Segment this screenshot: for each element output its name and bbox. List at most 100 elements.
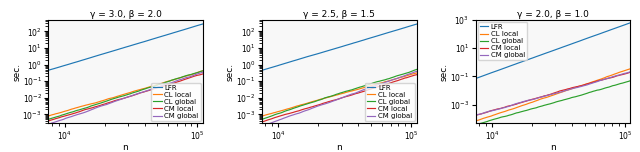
CL local xyxy=(609,74,616,76)
CL local xyxy=(564,89,572,91)
Y-axis label: sec.: sec. xyxy=(12,62,21,81)
CL global xyxy=(352,88,360,89)
CM global xyxy=(44,124,52,125)
CL local xyxy=(150,85,157,87)
CM global xyxy=(358,90,365,91)
Line: CL global: CL global xyxy=(48,71,203,119)
CL local xyxy=(395,77,403,79)
CL local xyxy=(577,85,585,86)
LFR xyxy=(395,28,403,30)
LFR xyxy=(564,44,572,46)
CL local xyxy=(472,120,479,122)
Line: CM global: CM global xyxy=(48,72,203,124)
CL global xyxy=(358,86,365,88)
Y-axis label: sec.: sec. xyxy=(440,62,449,81)
CM global xyxy=(144,90,152,91)
CL global xyxy=(413,69,420,70)
CM local xyxy=(150,88,157,90)
CL local xyxy=(358,87,365,89)
LFR xyxy=(472,78,479,79)
Line: LFR: LFR xyxy=(262,24,417,70)
CM local xyxy=(258,121,266,123)
CL local xyxy=(572,87,579,88)
Line: CL local: CL local xyxy=(48,71,203,116)
CM global xyxy=(627,71,634,73)
CL local xyxy=(138,88,146,90)
CL local xyxy=(566,88,573,90)
CM global xyxy=(150,87,157,89)
CM global xyxy=(138,91,146,93)
LFR xyxy=(577,40,585,41)
CM local xyxy=(136,92,144,94)
CM global xyxy=(364,87,371,89)
CL local xyxy=(350,89,358,91)
LFR xyxy=(358,40,365,41)
Line: CM global: CM global xyxy=(476,72,630,115)
Line: CM global: CM global xyxy=(262,71,417,126)
LFR xyxy=(326,49,334,51)
CL local xyxy=(113,96,120,97)
CM global xyxy=(199,71,207,73)
LFR xyxy=(627,22,634,24)
LFR xyxy=(150,38,157,40)
LFR xyxy=(138,41,146,43)
CL local xyxy=(352,89,360,91)
CM global xyxy=(472,114,479,116)
CL global xyxy=(350,88,358,90)
CL local xyxy=(181,75,189,77)
LFR xyxy=(181,28,189,30)
CM global xyxy=(577,86,585,87)
LFR xyxy=(609,28,616,30)
CM local xyxy=(472,114,479,116)
CL local xyxy=(540,97,548,99)
Line: CM local: CM local xyxy=(476,72,630,115)
CL global xyxy=(564,98,572,100)
Line: CL local: CL local xyxy=(262,73,417,116)
CL global xyxy=(364,84,371,86)
LFR xyxy=(199,23,207,25)
CM local xyxy=(609,76,616,78)
CL global xyxy=(472,124,479,125)
CM local xyxy=(326,100,334,102)
Line: CM local: CM local xyxy=(48,74,203,121)
CL local xyxy=(144,86,152,88)
CL local xyxy=(326,96,334,98)
LFR xyxy=(113,49,120,51)
CL global xyxy=(540,104,548,106)
Line: CL global: CL global xyxy=(476,81,630,124)
Title: γ = 2.5, β = 1.5: γ = 2.5, β = 1.5 xyxy=(303,10,375,19)
CL local xyxy=(136,89,144,90)
Legend: LFR, CL local, CL global, CM local, CM global: LFR, CL local, CL global, CM local, CM g… xyxy=(151,83,201,121)
CM global xyxy=(352,92,360,94)
CM global xyxy=(258,125,266,127)
CM local xyxy=(413,74,420,76)
CM global xyxy=(395,77,403,79)
Line: CL global: CL global xyxy=(262,69,417,119)
CL local xyxy=(413,72,420,74)
LFR xyxy=(352,41,360,43)
CM global xyxy=(609,76,616,78)
CM local xyxy=(199,73,207,75)
CM global xyxy=(350,93,358,94)
LFR xyxy=(540,53,548,55)
CL global xyxy=(181,75,189,77)
CM local xyxy=(181,78,189,80)
LFR xyxy=(364,38,371,40)
CM local xyxy=(577,85,585,87)
CM local xyxy=(566,88,573,89)
CM local xyxy=(113,99,120,101)
LFR xyxy=(258,69,266,71)
CL global xyxy=(199,70,207,72)
CM global xyxy=(540,95,548,97)
CL local xyxy=(364,86,371,87)
CL local xyxy=(199,70,207,72)
CM global xyxy=(113,100,120,102)
CM local xyxy=(352,93,360,95)
LFR xyxy=(350,42,358,44)
CL global xyxy=(136,90,144,91)
Legend: LFR, CL local, CL global, CM local, CM global: LFR, CL local, CL global, CM local, CM g… xyxy=(477,22,527,60)
CM local xyxy=(138,92,146,93)
CL global xyxy=(138,89,146,91)
CL global xyxy=(577,94,585,96)
CM local xyxy=(350,93,358,95)
